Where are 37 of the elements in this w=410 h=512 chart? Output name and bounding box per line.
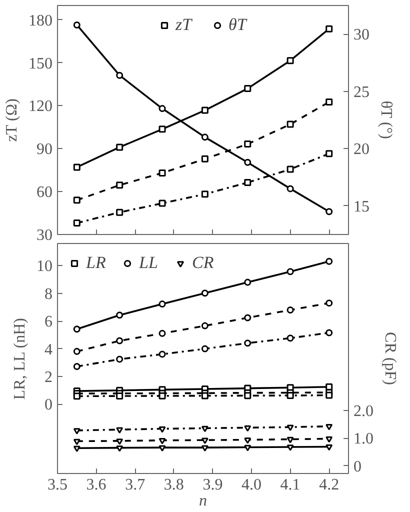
y2-tick-label: 20 bbox=[354, 141, 370, 158]
x-tick-label: 3.5 bbox=[48, 476, 68, 494]
y-tick-label: 2 bbox=[44, 369, 52, 386]
legend-label: LL bbox=[139, 253, 159, 273]
y2-tick-label: 15 bbox=[354, 198, 370, 216]
y2-axis-title: θT (°) bbox=[378, 100, 394, 139]
y2-tick-label: 1.0 bbox=[354, 430, 374, 448]
y-tick-label: 60 bbox=[36, 184, 52, 202]
x-tick-label: 4.0 bbox=[242, 476, 262, 494]
y2-axis-title: CR (pF) bbox=[382, 332, 398, 385]
x-axis-title: n bbox=[199, 492, 207, 510]
y-tick-label: 30 bbox=[36, 227, 52, 244]
legend-label: θT bbox=[228, 15, 248, 35]
y-tick-label: 120 bbox=[28, 98, 52, 116]
y-tick-label: 4 bbox=[44, 341, 52, 358]
x-tick-label: 4.2 bbox=[319, 476, 340, 494]
y-tick-label: 10 bbox=[36, 258, 52, 276]
x-tick-label: 3.9 bbox=[202, 476, 223, 494]
y2-tick-label: 30 bbox=[354, 26, 370, 44]
x-tick-label: 3.7 bbox=[125, 476, 146, 494]
legend-label: CR bbox=[192, 253, 214, 273]
y2-tick-label: 2.0 bbox=[354, 403, 374, 420]
y-tick-label: 0 bbox=[44, 396, 52, 414]
x-tick-label: 4.1 bbox=[280, 476, 300, 494]
x-tick-label: 3.8 bbox=[164, 476, 184, 494]
y-tick-label: 8 bbox=[44, 286, 52, 303]
y2-tick-label: 25 bbox=[354, 84, 370, 101]
y-axis-title: LR, LL (nH) bbox=[12, 318, 28, 400]
y2-tick-label: 0 bbox=[354, 458, 362, 476]
legend-label: zT bbox=[176, 15, 194, 35]
y-tick-label: 180 bbox=[28, 12, 52, 30]
y-tick-label: 150 bbox=[28, 55, 52, 72]
y-tick-label: 6 bbox=[44, 314, 52, 331]
y-axis-title: zT (Ω) bbox=[4, 98, 20, 142]
x-tick-label: 3.6 bbox=[86, 476, 106, 494]
y-tick-label: 90 bbox=[36, 141, 52, 158]
legend-label: LR bbox=[86, 253, 106, 273]
